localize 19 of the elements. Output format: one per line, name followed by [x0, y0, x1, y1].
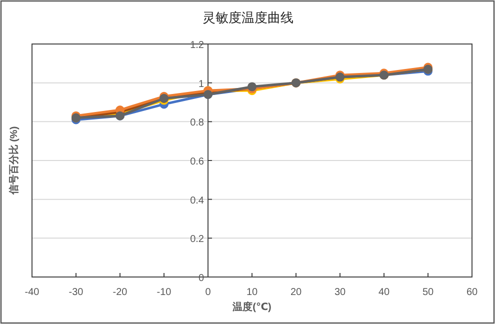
chart-title: 灵敏度温度曲线 — [202, 10, 294, 25]
x-tick-label: 60 — [466, 287, 478, 298]
y-tick-label: 1 — [198, 78, 204, 90]
x-tick-label: -40 — [24, 287, 40, 298]
x-tick-label: -30 — [68, 287, 84, 298]
x-tick-label: 0 — [205, 287, 212, 298]
x-tick-label: 40 — [378, 287, 390, 298]
x-tick-label: 30 — [334, 287, 346, 298]
y-tick-label: 0.4 — [190, 195, 204, 206]
y-tick-label: 0.6 — [190, 156, 204, 168]
y-tick-label: 0.8 — [190, 118, 204, 129]
x-tick-label: 10 — [246, 287, 258, 298]
x-tick-label: 20 — [290, 287, 302, 298]
y-axis-title: 信号百分比 (%) — [8, 126, 20, 196]
x-tick-label: -10 — [156, 287, 172, 298]
x-tick-label: 50 — [422, 287, 434, 298]
x-axis-title: 温度(℃) — [232, 301, 272, 313]
y-tick-label: 0.2 — [190, 234, 204, 246]
x-tick-label: -20 — [112, 287, 128, 298]
